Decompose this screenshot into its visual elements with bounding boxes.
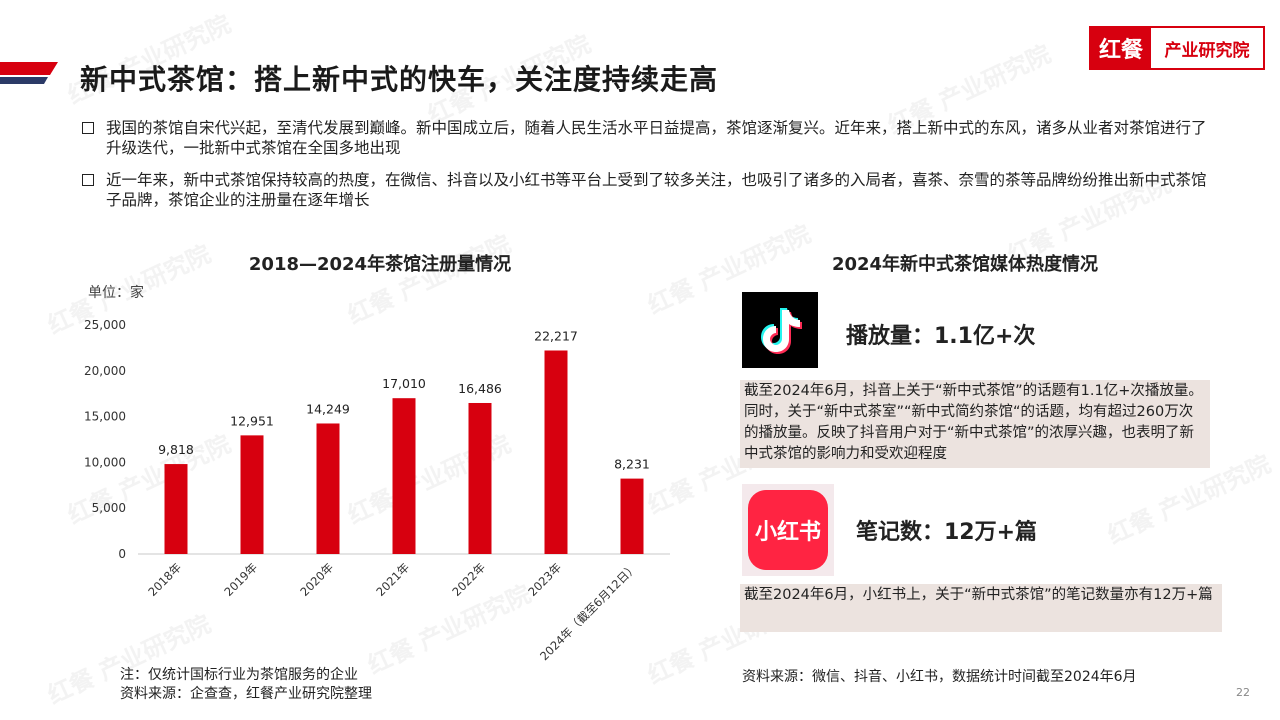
y-tick-label: 5,000 <box>92 501 126 515</box>
chart-footnote: 注：仅统计国标行业为茶馆服务的企业 <box>120 667 358 683</box>
page-title: 新中式茶馆：搭上新中式的快车，关注度持续走高 <box>80 63 719 96</box>
bar-value-label: 12,951 <box>230 413 274 428</box>
xiaohongshu-icon: 小红书 <box>748 490 828 570</box>
douyin-icon <box>742 292 818 368</box>
bullet-item: 我国的茶馆自宋代兴起，至清代发展到巅峰。新中国成立后，随着人民生活水平日益提高，… <box>80 118 1210 158</box>
bar-value-label: 22,217 <box>534 328 578 343</box>
x-tick-label: 2020年 <box>297 560 336 599</box>
bar-value-label: 9,818 <box>158 442 194 457</box>
bullet-text: 近一年来，新中式茶馆保持较高的热度，在微信、抖音以及小红书等平台上受到了较多关注… <box>106 171 1207 209</box>
x-tick-label: 2022年 <box>449 560 488 599</box>
bullet-text: 我国的茶馆自宋代兴起，至清代发展到巅峰。新中国成立后，随着人民生活水平日益提高，… <box>106 119 1207 157</box>
bar-value-label: 14,249 <box>306 401 350 416</box>
x-tick-label: 2023年 <box>525 560 564 599</box>
chart-title: 2018—2024年茶馆注册量情况 <box>248 254 512 275</box>
xiaohongshu-metric: 笔记数：12万+篇 <box>856 520 1038 545</box>
xiaohongshu-icon-frame: 小红书 <box>742 484 834 576</box>
bar <box>468 402 492 554</box>
brand-logo: 红餐 产业研究院 <box>1089 26 1265 70</box>
media-source: 资料来源：微信、抖音、小红书，数据统计时间截至2024年6月 <box>742 669 1137 685</box>
bullet-list: 我国的茶馆自宋代兴起，至清代发展到巅峰。新中国成立后，随着人民生活水平日益提高，… <box>80 118 1210 222</box>
logo-mark: 红餐 <box>1091 28 1151 68</box>
y-tick-label: 15,000 <box>84 410 126 424</box>
chart-source: 资料来源：企查查，红餐产业研究院整理 <box>120 686 372 702</box>
bar-value-label: 16,486 <box>458 381 502 396</box>
header-accent-bar <box>0 62 58 84</box>
chart-note: 注：仅统计国标行业为茶馆服务的企业 资料来源：企查查，红餐产业研究院整理 <box>120 666 372 704</box>
bullet-item: 近一年来，新中式茶馆保持较高的热度，在微信、抖音以及小红书等平台上受到了较多关注… <box>80 170 1210 210</box>
bar <box>544 350 568 554</box>
x-tick-label: 2021年 <box>373 560 412 599</box>
page-number: 22 <box>1236 686 1250 699</box>
bar-value-label: 17,010 <box>382 376 426 391</box>
square-bullet-icon <box>82 174 94 186</box>
logo-text: 产业研究院 <box>1164 40 1250 61</box>
bar <box>392 398 416 554</box>
bar-chart: 0 5,000 10,000 15,000 20,000 25,000 9,818 2018年… <box>84 318 670 663</box>
y-tick-label: 0 <box>118 547 126 561</box>
x-tick-label: 2018年 <box>145 560 184 599</box>
y-tick-label: 10,000 <box>84 455 126 469</box>
douyin-description: 截至2024年6月，抖音上关于“新中式茶馆”的话题有1.1亿+次播放量。同时，关… <box>740 380 1210 468</box>
bar <box>240 435 264 554</box>
xiaohongshu-description: 截至2024年6月，小红书上，关于“新中式茶馆”的笔记数量亦有12万+篇 <box>740 584 1222 632</box>
y-tick-label: 25,000 <box>84 318 126 332</box>
bar <box>316 423 340 554</box>
x-tick-label: 2019年 <box>221 560 260 599</box>
square-bullet-icon <box>82 122 94 134</box>
y-tick-label: 20,000 <box>84 364 126 378</box>
media-section-title: 2024年新中式茶馆媒体热度情况 <box>831 254 1099 275</box>
bar-value-label: 8,231 <box>614 457 650 472</box>
bar <box>164 464 188 554</box>
bar <box>620 478 644 554</box>
chart-unit-label: 单位：家 <box>88 285 144 301</box>
douyin-metric: 播放量：1.1亿+次 <box>846 324 1036 349</box>
